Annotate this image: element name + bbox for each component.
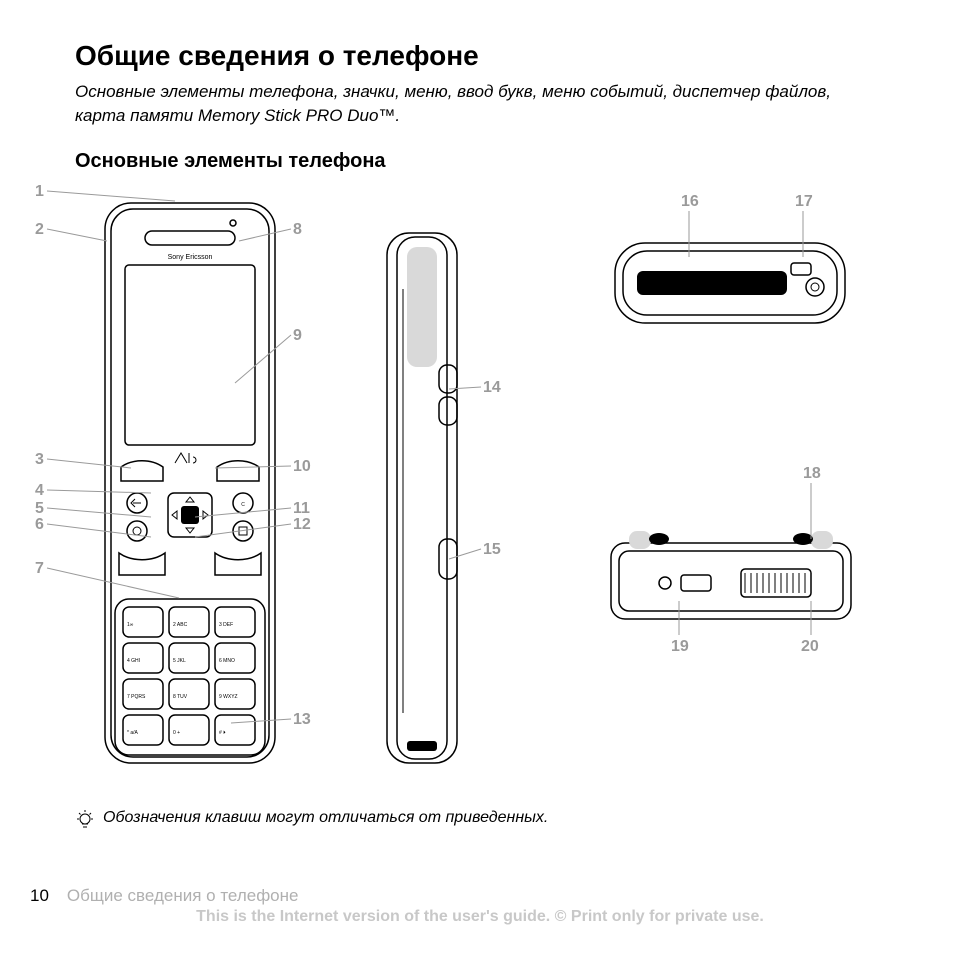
svg-text:7 PQRS: 7 PQRS (127, 694, 146, 700)
svg-text:9 WXYZ: 9 WXYZ (219, 694, 238, 700)
footer-notice: This is the Internet version of the user… (30, 908, 930, 926)
callout-18: 18 (803, 465, 821, 483)
callout-14: 14 (483, 379, 501, 397)
tip-text: Обозначения клавиш могут отличаться от п… (103, 809, 548, 827)
svg-text:4 GHI: 4 GHI (127, 658, 140, 664)
svg-text:0 +: 0 + (173, 730, 180, 736)
section-heading: Основные элементы телефона (75, 150, 895, 173)
svg-text:1∞: 1∞ (127, 622, 134, 628)
phone-svg: Sony Ericsson C (35, 183, 895, 803)
callout-6: 6 (35, 516, 44, 534)
svg-text:2 ABC: 2 ABC (173, 622, 188, 628)
callout-1: 1 (35, 183, 44, 201)
callout-8: 8 (293, 221, 302, 239)
svg-text:3 DEF: 3 DEF (219, 622, 233, 628)
svg-text:Sony Ericsson: Sony Ericsson (168, 254, 213, 261)
footer-line-1: 10 Общие сведения о телефоне (30, 886, 930, 906)
page-subtitle: Основные элементы телефона, значки, меню… (75, 80, 855, 128)
callout-3: 3 (35, 451, 44, 469)
svg-text:# ⏵: # ⏵ (219, 730, 226, 736)
phone-diagram: Sony Ericsson C (35, 183, 895, 803)
svg-text:8 TUV: 8 TUV (173, 694, 188, 700)
svg-text:MEMORY STICK DUO: MEMORY STICK DUO (686, 278, 737, 284)
callout-2: 2 (35, 221, 44, 239)
svg-text:* a/A: * a/A (127, 730, 139, 736)
tip-row: Обозначения клавиш могут отличаться от п… (75, 809, 895, 836)
callout-13: 13 (293, 711, 311, 729)
callout-10: 10 (293, 458, 311, 476)
callout-17: 17 (795, 193, 813, 211)
svg-text:5 JKL: 5 JKL (173, 658, 186, 664)
callout-20: 20 (801, 638, 819, 656)
callout-15: 15 (483, 541, 501, 559)
callout-19: 19 (671, 638, 689, 656)
callout-12: 12 (293, 516, 311, 534)
lightbulb-icon (75, 809, 95, 836)
svg-text:6 MNO: 6 MNO (219, 658, 235, 664)
page-title: Общие сведения о телефоне (75, 40, 895, 72)
callout-4: 4 (35, 482, 44, 500)
callout-16: 16 (681, 193, 699, 211)
callout-9: 9 (293, 327, 302, 345)
callout-7: 7 (35, 560, 44, 578)
svg-text:C: C (241, 502, 245, 508)
footer-section-name: Общие сведения о телефоне (67, 886, 299, 905)
page-number: 10 (30, 886, 49, 905)
